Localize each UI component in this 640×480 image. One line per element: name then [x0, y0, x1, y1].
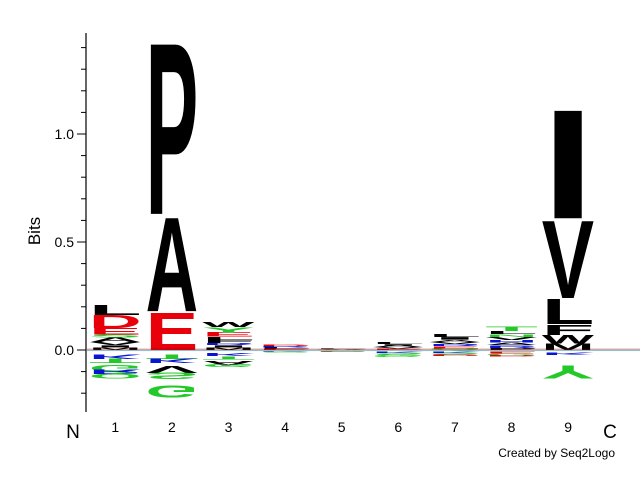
logo-letter-E: E [146, 302, 199, 362]
y-tick-label: 0.0 [55, 342, 75, 358]
y-tick-label: 0.5 [55, 234, 75, 250]
logo-letter-G: G [202, 363, 255, 368]
logo-letter-E: E [429, 346, 482, 349]
logo-letter-K: K [259, 351, 312, 352]
logo-letters: MIVASEDLKTGRQEAPTKVSGMIRFLEYWKTAGELRDKGS… [87, 0, 640, 402]
logo-letter-I: I [202, 345, 255, 348]
logo-letter-R: R [89, 368, 142, 375]
logo-letter-D: D [259, 345, 312, 347]
logo-letter-K: K [89, 353, 142, 360]
logo-letter-L: L [372, 341, 425, 344]
logo-letter-L: L [89, 302, 142, 319]
logo-letter-D: D [429, 354, 482, 356]
logo-letter-L: L [542, 291, 595, 331]
x-axis-position-labels: 1 2 3 4 5 6 7 8 9 [111, 419, 572, 435]
x-position-label: 7 [451, 419, 459, 435]
y-tick-label: 1.0 [55, 126, 75, 142]
logo-letter-F: F [202, 339, 255, 344]
logo-letter-L: L [315, 348, 368, 349]
logo-letter-T: T [202, 356, 255, 361]
logo-letter-S: S [89, 334, 142, 339]
n-terminus-label: N [66, 422, 80, 443]
logo-letter-L: L [202, 336, 255, 341]
x-position-label: 1 [111, 419, 119, 435]
logo-letter-I: I [542, 77, 595, 252]
logo-letter-K: K [372, 351, 425, 353]
logo-letter-G: G [89, 363, 142, 373]
logo-letter-L: L [485, 330, 538, 335]
logo-letter-D: D [485, 354, 538, 356]
logo-letter-Y: Y [202, 325, 255, 333]
logo-letter-K: K [542, 352, 595, 356]
logo-letter-A: A [89, 337, 142, 344]
logo-letter-A: A [485, 342, 538, 346]
logo-letter-V: V [372, 347, 424, 349]
logo-letter-Q: Q [89, 372, 142, 379]
logo-letter-I: I [89, 345, 142, 348]
logo-letter-R: R [202, 343, 255, 346]
logo-letter-P: P [146, 0, 199, 266]
logo-letter-T: T [485, 326, 538, 333]
logo-letter-V: V [429, 341, 481, 344]
logo-letter-S: S [372, 353, 425, 356]
logo-letter-S: S [315, 351, 368, 352]
logo-letter-L: L [259, 347, 312, 349]
x-position-label: 2 [168, 419, 176, 435]
x-position-label: 5 [338, 419, 346, 435]
x-position-label: 9 [564, 419, 572, 435]
logo-letter-S: S [259, 352, 312, 353]
x-position-label: 3 [225, 419, 233, 435]
logo-letter-H: H [485, 339, 538, 343]
logo-letter-W: W [542, 333, 595, 346]
logo-letter-F: F [542, 322, 595, 339]
logo-letter-R: R [429, 343, 482, 346]
logo-letter-V: V [542, 199, 594, 323]
logo-letter-R: R [485, 345, 538, 349]
logo-letter-A: A [372, 345, 425, 348]
x-position-label: 6 [394, 419, 402, 435]
x-position-label: 4 [281, 419, 289, 435]
logo-letter-L: L [429, 333, 482, 338]
logo-letter-K: K [146, 357, 199, 364]
logo-letter-G: G [485, 353, 538, 356]
logo-letter-S: S [429, 353, 482, 356]
logo-letter-I: I [372, 344, 425, 346]
logo-letter-I: I [429, 336, 482, 340]
logo-letter-G: G [372, 354, 425, 357]
logo-letter-K: K [202, 352, 255, 357]
logo-letter-G: G [146, 382, 199, 402]
logo-letter-E: E [89, 326, 142, 336]
logo-letter-N: N [485, 334, 538, 338]
logo-letter-E: E [202, 331, 255, 338]
y-axis-label: Bits [25, 217, 44, 245]
logo-letter-G: G [259, 351, 312, 352]
logo-letter-T: T [146, 353, 199, 360]
logo-letter-A: A [202, 360, 255, 367]
logo-letter-W: W [202, 320, 255, 328]
credit-text: Created by Seq2Logo [498, 446, 615, 460]
logo-letter-E: E [315, 351, 368, 352]
logo-letter-A: A [429, 339, 482, 342]
logo-letter-E: E [485, 351, 538, 354]
logo-letter-M: M [542, 342, 595, 352]
logo-letter-T: T [89, 357, 142, 364]
logo-letter-K: K [429, 351, 482, 353]
logo-letter-A: A [146, 189, 199, 340]
logo-letter-R: R [259, 346, 312, 348]
x-position-label: 8 [508, 419, 516, 435]
logo-letter-D: D [89, 312, 142, 332]
logo-letter-S: S [146, 371, 199, 381]
c-terminus-label: C [603, 422, 617, 443]
logo-letter-V: V [485, 336, 537, 341]
logo-letter-Y: Y [542, 361, 595, 381]
y-axis: 0.0 0.5 1.0 [55, 33, 87, 412]
logo-letter-V: V [146, 364, 198, 376]
logo-letter-V: V [89, 341, 141, 346]
